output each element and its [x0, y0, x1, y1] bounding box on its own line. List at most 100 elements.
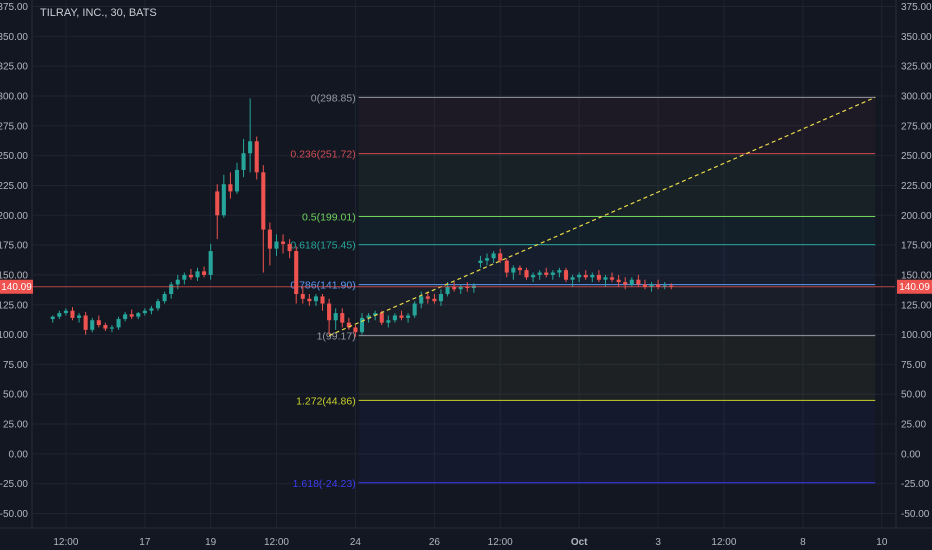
- y-tick-label-right: 325.00: [901, 62, 932, 73]
- candle-body: [241, 153, 246, 170]
- candle: [610, 272, 615, 283]
- y-tick-label-right: 0.00: [901, 449, 921, 460]
- candle: [550, 270, 555, 280]
- candle: [478, 255, 483, 268]
- x-tick-label: 12:00: [264, 537, 289, 548]
- fib-level-label: 0.618(175.45): [290, 240, 355, 252]
- candle: [294, 246, 299, 304]
- candle: [248, 98, 253, 173]
- candle: [636, 274, 641, 287]
- y-tick-label-left: -25.00: [0, 479, 28, 490]
- candle: [155, 298, 161, 311]
- y-tick-label-right: 150.00: [901, 270, 932, 281]
- y-tick-label-left: 150.00: [0, 270, 28, 281]
- candle-body: [340, 313, 345, 323]
- x-tick-label: 19: [205, 537, 217, 548]
- candle: [419, 291, 424, 309]
- y-tick-label-right: -25.00: [901, 479, 930, 490]
- y-tick-label-left: 125.00: [0, 300, 28, 311]
- y-tick-label-right: 50.00: [901, 390, 926, 401]
- candle-body: [109, 327, 115, 329]
- candle: [544, 267, 549, 278]
- candle-body: [142, 310, 147, 314]
- trendline-dashed[interactable]: [328, 96, 876, 337]
- chart-title: TILRAY, INC., 30, BATS: [40, 7, 157, 19]
- candle: [353, 325, 358, 337]
- candle: [188, 268, 193, 280]
- candle: [202, 266, 207, 278]
- y-tick-label-right: 300.00: [901, 91, 932, 102]
- candle-body: [221, 184, 226, 216]
- candle: [267, 222, 272, 266]
- candle-body: [491, 253, 496, 259]
- candle-body: [498, 253, 503, 261]
- candle: [511, 265, 516, 280]
- fib-level-label: 1.618(-24.23): [293, 478, 356, 490]
- candle: [241, 138, 246, 178]
- fib-level-label: 1(99.17): [317, 331, 356, 343]
- trendline[interactable]: [328, 96, 876, 337]
- candle-body: [57, 313, 62, 317]
- candle-body: [228, 184, 233, 192]
- candle-body: [399, 315, 404, 318]
- candle-body: [524, 270, 529, 278]
- candle-body: [175, 279, 180, 285]
- candle: [484, 253, 490, 266]
- fib-level-label: 0.786(141.90): [290, 280, 355, 292]
- candle: [603, 274, 608, 287]
- y-tick-label-left: 200.00: [0, 211, 28, 222]
- last-price-badge: [897, 279, 932, 294]
- candle-body: [70, 310, 75, 318]
- candle-body: [116, 319, 121, 328]
- candle-body: [320, 296, 325, 304]
- candle-body: [642, 284, 647, 287]
- fib-level-label: 1.272(44.86): [296, 395, 356, 407]
- candle: [77, 313, 82, 323]
- y-tick-label-right: 350.00: [901, 32, 932, 43]
- candle-body: [162, 294, 167, 302]
- candle-body: [287, 243, 292, 252]
- x-axis: 12:00 17 19 12:00 24 26 12:00 Oct 3 12:00 8 10: [53, 537, 887, 548]
- x-tick-label: 17: [139, 537, 151, 548]
- candle-body: [307, 298, 312, 302]
- candle-body: [254, 141, 259, 173]
- candle: [616, 274, 621, 287]
- candle-body: [294, 251, 299, 295]
- candle: [208, 243, 213, 280]
- candle: [438, 289, 444, 306]
- y-tick-label-right: 175.00: [901, 241, 932, 252]
- candle: [70, 307, 75, 321]
- y-tick-label-right: 250.00: [901, 151, 932, 162]
- candle: [300, 286, 305, 304]
- fib-zone: [358, 153, 876, 217]
- candle: [149, 305, 154, 315]
- candle-body: [188, 274, 193, 278]
- candle: [63, 308, 68, 316]
- candle: [406, 313, 411, 323]
- y-tick-label-left: 75.00: [3, 360, 28, 371]
- candle: [136, 311, 141, 320]
- candle: [313, 294, 318, 306]
- candle: [517, 265, 522, 275]
- candle-body: [623, 282, 628, 285]
- candle-body: [386, 320, 391, 323]
- candle-body: [537, 272, 542, 275]
- candle-body: [281, 241, 286, 244]
- candle: [234, 162, 240, 194]
- candle-body: [373, 313, 378, 316]
- candle-body: [359, 317, 365, 333]
- candle-body: [234, 169, 240, 192]
- last-price-label: 140.09: [899, 282, 930, 293]
- candle-body: [300, 294, 305, 299]
- candle: [195, 267, 200, 281]
- fib-zone: [358, 216, 876, 245]
- candle: [570, 274, 575, 287]
- candle: [162, 291, 167, 304]
- candle: [109, 325, 115, 333]
- candle: [596, 270, 601, 283]
- y-tick-label-left: 325.00: [0, 62, 28, 73]
- candle: [498, 248, 503, 263]
- candle: [221, 174, 226, 218]
- candle-body: [208, 251, 213, 275]
- candle: [228, 172, 233, 199]
